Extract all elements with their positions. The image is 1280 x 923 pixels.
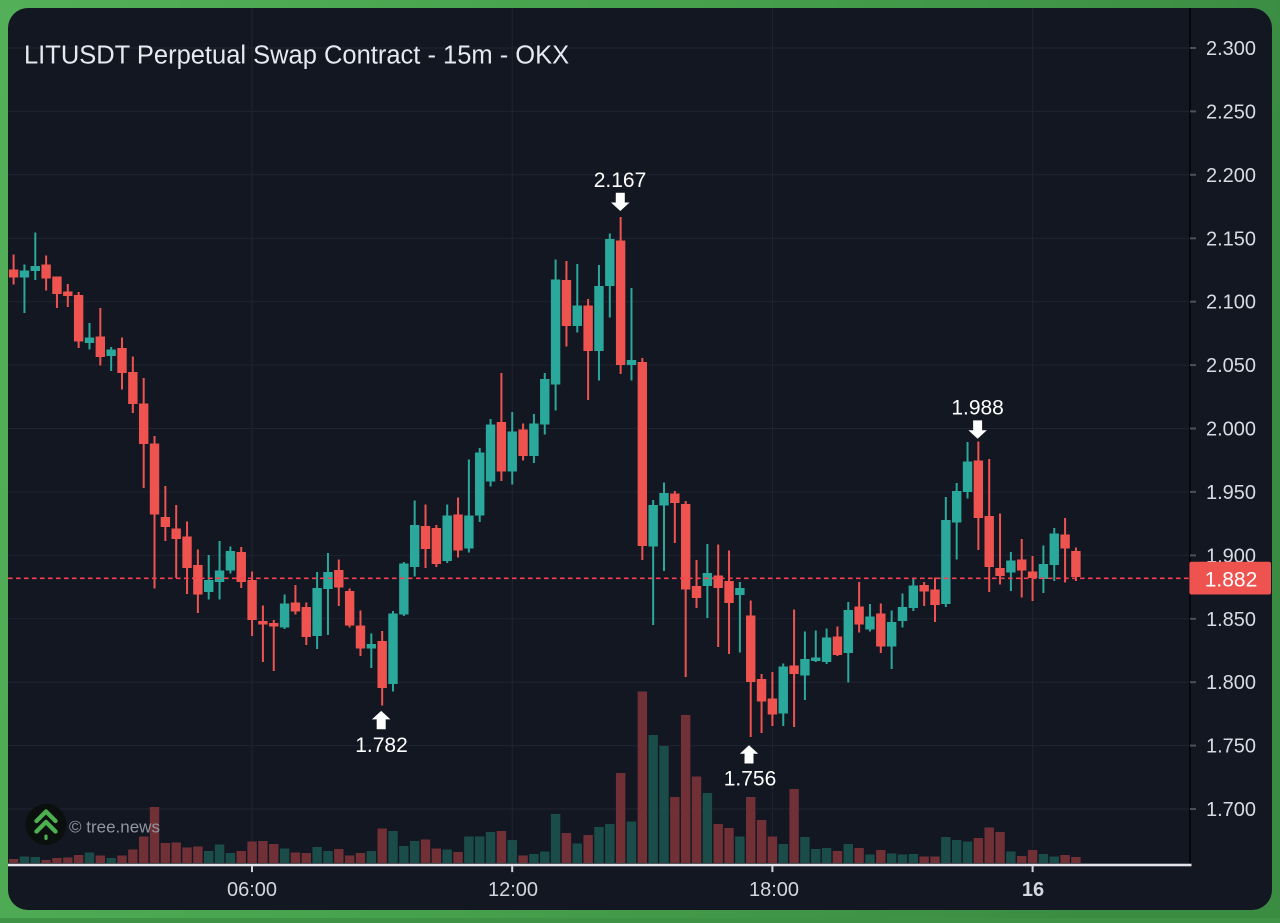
svg-text:2.000: 2.000 xyxy=(1206,419,1256,441)
svg-text:2.200: 2.200 xyxy=(1206,165,1256,187)
svg-text:1.882: 1.882 xyxy=(1205,568,1258,591)
svg-text:2.150: 2.150 xyxy=(1206,228,1256,250)
svg-text:1.750: 1.750 xyxy=(1206,736,1256,758)
svg-text:2.050: 2.050 xyxy=(1206,355,1256,377)
svg-text:1.950: 1.950 xyxy=(1206,482,1256,504)
svg-text:2.167: 2.167 xyxy=(594,169,647,192)
svg-text:© tree.news: © tree.news xyxy=(69,818,160,837)
svg-text:1.756: 1.756 xyxy=(724,768,777,791)
svg-text:1.850: 1.850 xyxy=(1206,609,1256,631)
svg-text:1.988: 1.988 xyxy=(951,397,1004,420)
svg-text:16: 16 xyxy=(1022,879,1044,901)
svg-text:1.782: 1.782 xyxy=(355,734,408,757)
svg-text:2.250: 2.250 xyxy=(1206,101,1256,123)
svg-text:1.700: 1.700 xyxy=(1206,799,1256,821)
svg-text:12:00: 12:00 xyxy=(488,879,538,901)
svg-text:2.100: 2.100 xyxy=(1206,292,1256,314)
svg-text:1.800: 1.800 xyxy=(1206,672,1256,694)
svg-text:18:00: 18:00 xyxy=(749,879,799,901)
svg-text:LITUSDT Perpetual Swap Contrac: LITUSDT Perpetual Swap Contract - 15m - … xyxy=(24,42,569,70)
svg-text:2.300: 2.300 xyxy=(1206,38,1256,60)
svg-text:06:00: 06:00 xyxy=(227,879,277,901)
